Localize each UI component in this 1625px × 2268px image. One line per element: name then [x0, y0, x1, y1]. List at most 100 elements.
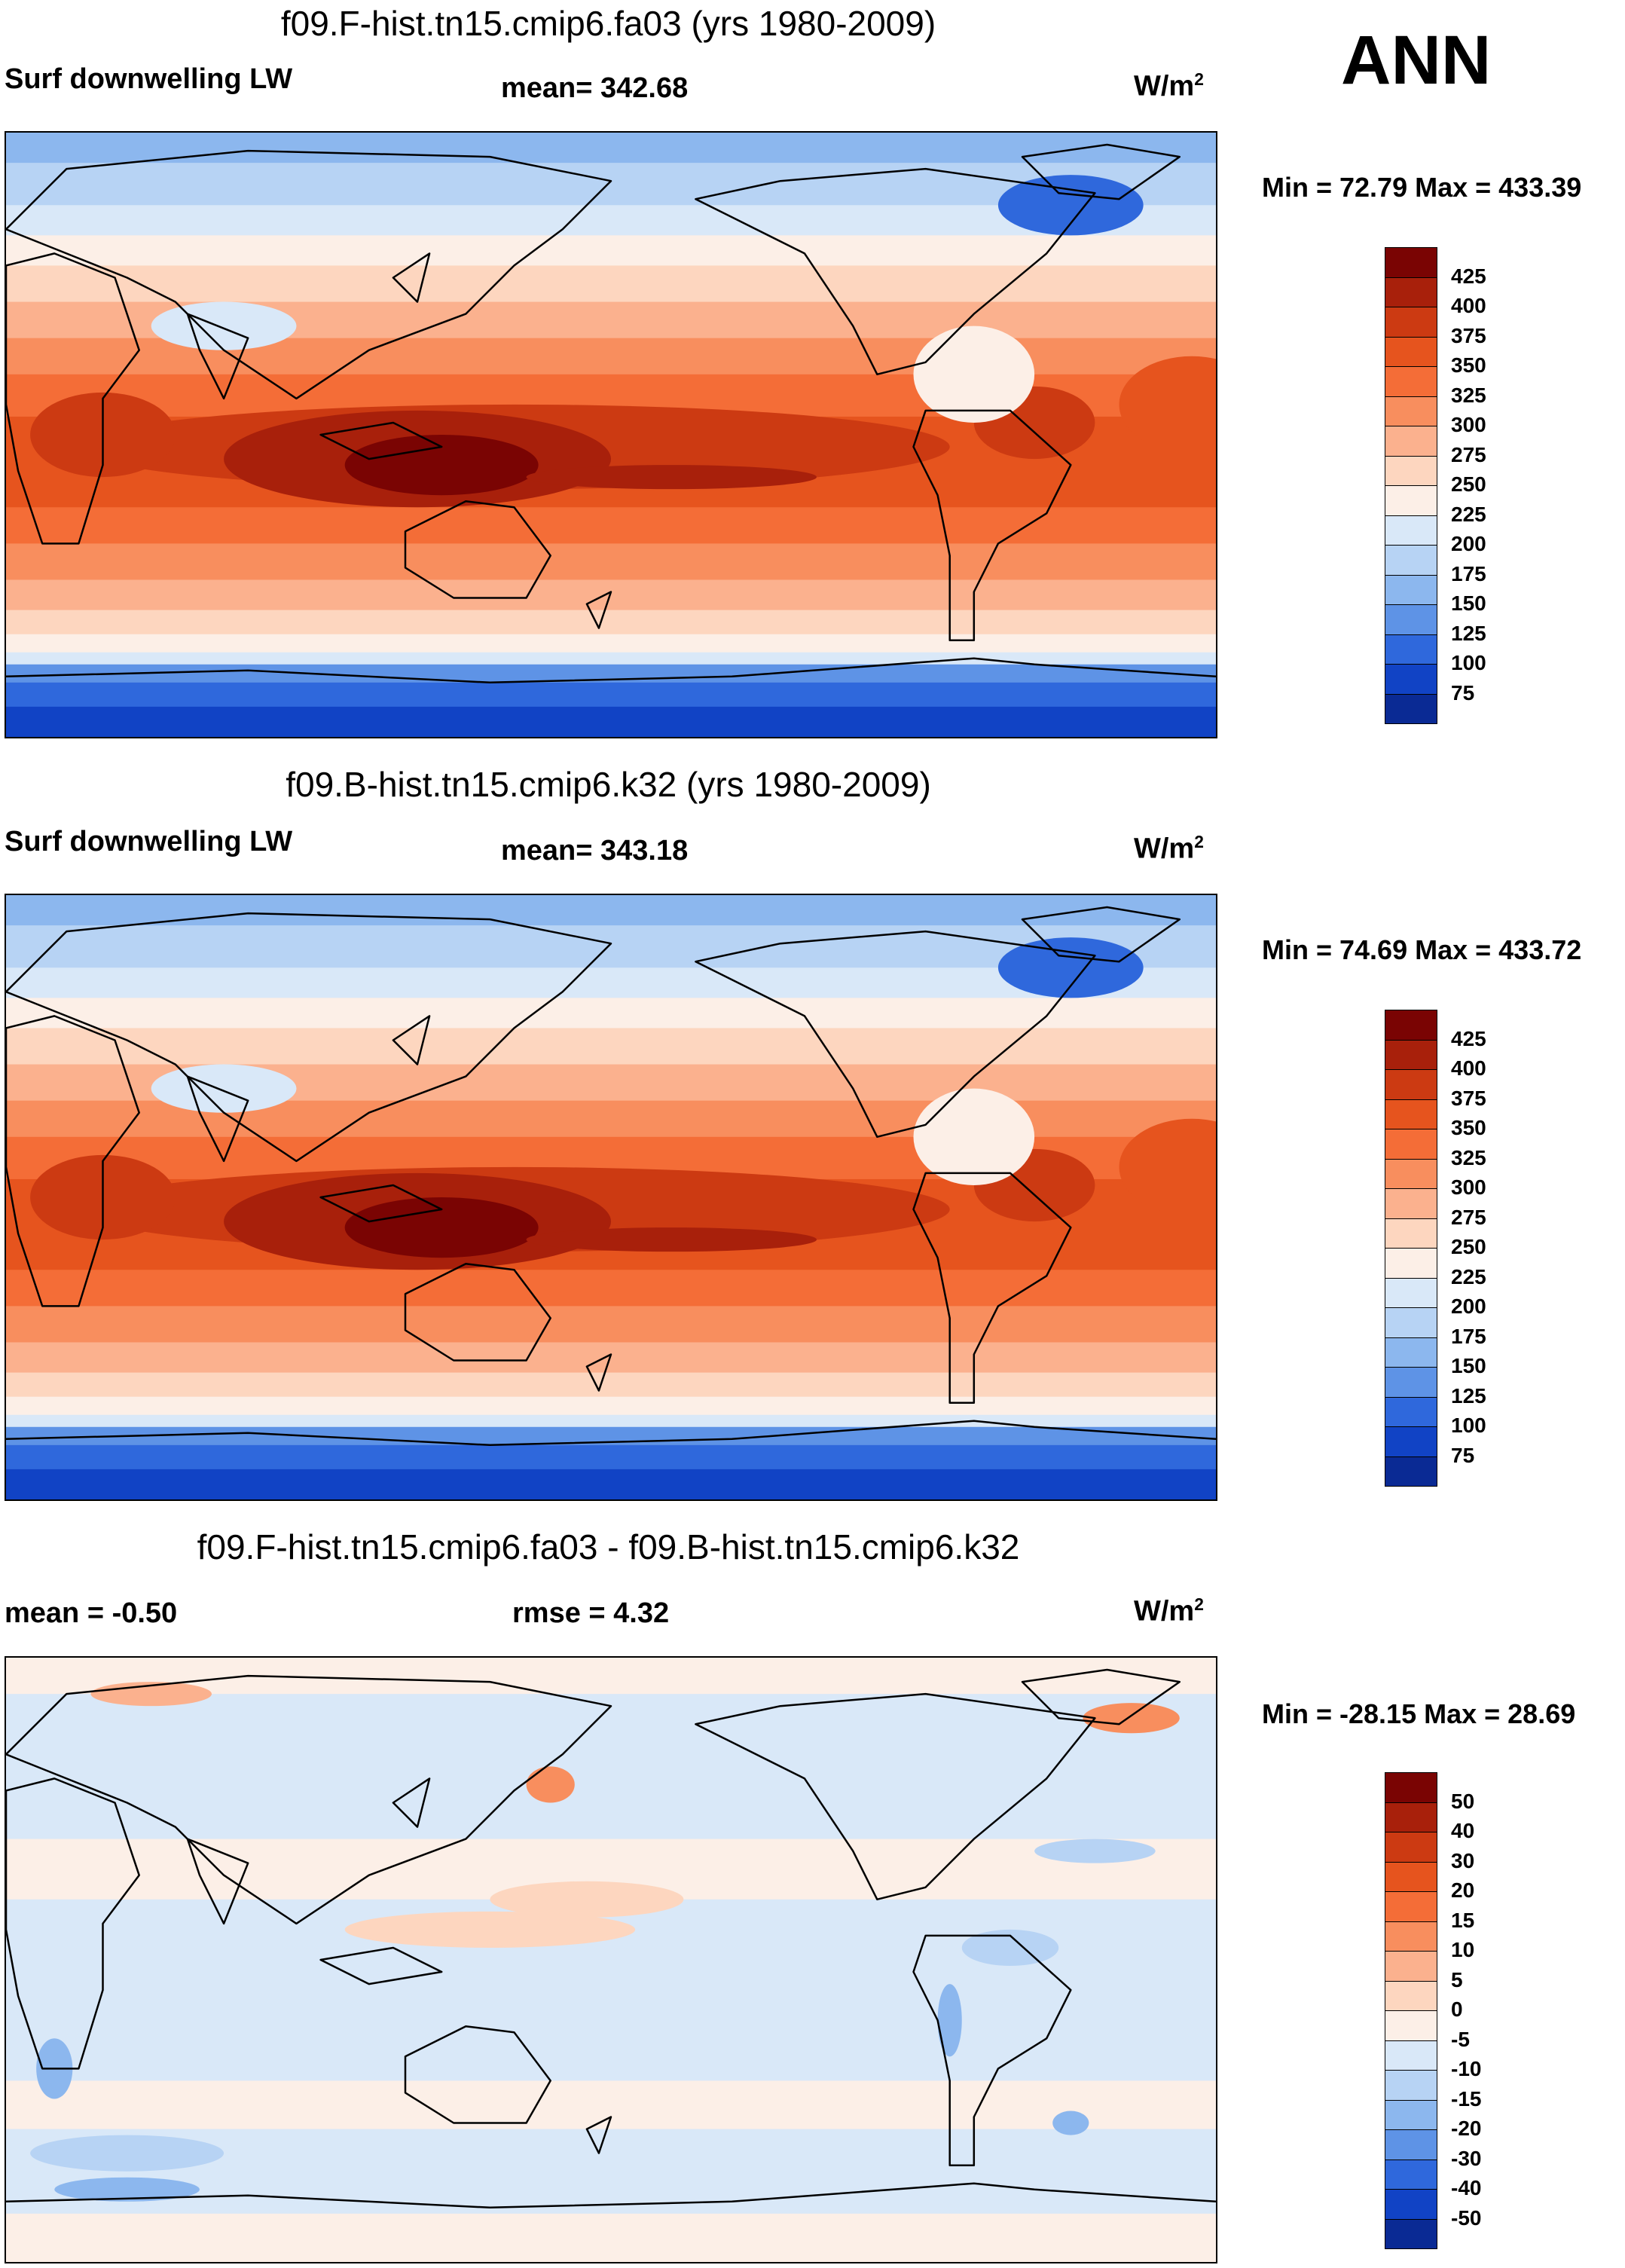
coastline [1021, 906, 1181, 963]
field-band [6, 1270, 1216, 1307]
field-band [6, 895, 1216, 927]
colorbar-tick-label: 225 [1451, 1264, 1486, 1288]
panel-2-title: f09.B-hist.tn15.cmip6.k32 (yrs 1980-2009… [286, 765, 931, 804]
colorbar-swatch [1385, 545, 1437, 576]
colorbar-tick-label: 300 [1451, 413, 1486, 436]
coastline [6, 912, 612, 1163]
field-blob [151, 1064, 297, 1113]
colorbar-swatch [1385, 515, 1437, 546]
coastline [585, 2116, 612, 2154]
field-blob [30, 2135, 225, 2172]
coastline [912, 1934, 1072, 2166]
colorbar-swatch [1385, 2159, 1437, 2190]
colorbar-tick-label: 325 [1451, 383, 1486, 407]
field-band [6, 610, 1216, 635]
coastline [392, 1777, 431, 1828]
panel-3-rmse: rmse = 4.32 [512, 1597, 670, 1629]
panel-1-map [5, 131, 1217, 738]
colorbar-swatch [1385, 485, 1437, 516]
colorbar-tick-label: 75 [1451, 680, 1475, 705]
colorbar-swatch [1385, 634, 1437, 665]
colorbar-swatch [1385, 2218, 1437, 2249]
field-blob [526, 1227, 817, 1252]
coastline [912, 1172, 1072, 1404]
field-band [6, 579, 1216, 611]
coastline [6, 657, 1216, 684]
colorbar-tick-label: 275 [1451, 1205, 1486, 1229]
colorbar-swatch [1385, 2070, 1437, 2101]
coastline [585, 1353, 612, 1392]
field-band [6, 133, 1216, 164]
panel-1-title: f09.F-hist.tn15.cmip6.fa03 (yrs 1980-200… [280, 4, 936, 43]
coastline [695, 930, 1096, 1139]
colorbar-tick-label: 175 [1451, 561, 1486, 585]
colorbar-tick-label: -50 [1451, 2205, 1482, 2230]
colorbar-swatch [1385, 1367, 1437, 1398]
panel-3-title: f09.F-hist.tn15.cmip6.fa03 - f09.B-hist.… [197, 1527, 1020, 1567]
colorbar-tick-label: 125 [1451, 621, 1486, 645]
colorbar-tick-label: -20 [1451, 2117, 1482, 2140]
colorbar-tick-label: 100 [1451, 651, 1486, 674]
colorbar-tick-label: 50 [1451, 1789, 1475, 1813]
colorbar-tick-label: -40 [1451, 2176, 1482, 2199]
coastline [6, 1420, 1216, 1447]
panel-1-field [6, 133, 1216, 737]
field-band [6, 1306, 1216, 1343]
colorbar-tick-label: 300 [1451, 1175, 1486, 1199]
coastline [912, 409, 1072, 641]
colorbar-tick-label: 150 [1451, 1354, 1486, 1377]
coastline [695, 1692, 1096, 1901]
field-band [6, 1372, 1216, 1398]
colorbar-tick-label: 275 [1451, 442, 1486, 466]
field-blob [1119, 1118, 1216, 1216]
coastline [585, 591, 612, 629]
panel-1-units: W/m2 [1134, 69, 1204, 102]
colorbar-tick-label: 20 [1451, 1878, 1475, 1902]
colorbar-swatch [1385, 1832, 1437, 1863]
field-band [6, 682, 1216, 708]
coastline [404, 1262, 551, 1362]
colorbar-swatch [1385, 1456, 1437, 1487]
colorbar-swatch [1385, 574, 1437, 605]
field-band [6, 2213, 1216, 2262]
colorbar-swatch [1385, 1861, 1437, 1892]
colorbar-swatch [1385, 1129, 1437, 1160]
field-blob [344, 1197, 539, 1258]
colorbar-tick-label: -30 [1451, 2146, 1482, 2170]
field-band [6, 1444, 1216, 1470]
coastline [186, 1075, 249, 1163]
panel-1-variable: Surf downwelling LW [5, 63, 293, 95]
panel-1-minmax: Min = 72.79 Max = 433.39 [1262, 172, 1582, 203]
coastline [186, 313, 249, 400]
colorbar-tick-label: 375 [1451, 1086, 1486, 1110]
colorbar-swatch [1385, 1980, 1437, 2011]
panel-3-field [6, 1658, 1216, 2262]
colorbar-swatch [1385, 1248, 1437, 1279]
field-band [6, 1414, 1216, 1428]
coastline [392, 1015, 431, 1065]
field-blob [344, 435, 539, 496]
colorbar-swatch [1385, 426, 1437, 457]
field-band [6, 652, 1216, 665]
field-band [6, 1396, 1216, 1416]
colorbar-swatch [1385, 693, 1437, 724]
field-blob [913, 1088, 1035, 1185]
colorbar-swatch [1385, 2189, 1437, 2220]
field-blob [1119, 356, 1216, 454]
field-blob [1083, 1703, 1180, 1734]
field-blob [913, 326, 1035, 423]
coastline [6, 1777, 140, 2070]
field-band [6, 1469, 1216, 1499]
colorbar-tick-label: 200 [1451, 532, 1486, 555]
coastline [6, 1015, 140, 1307]
colorbar-tick-label: 250 [1451, 472, 1486, 496]
colorbar-swatch [1385, 396, 1437, 426]
colorbar-tick-label: 250 [1451, 1235, 1486, 1258]
field-band [6, 998, 1216, 1029]
panel-2-minmax: Min = 74.69 Max = 433.72 [1262, 934, 1582, 965]
colorbar-swatch [1385, 1802, 1437, 1832]
colorbar-tick-label: 30 [1451, 1848, 1475, 1872]
colorbar-tick-label: 175 [1451, 1324, 1486, 1348]
colorbar-tick-label: 200 [1451, 1294, 1486, 1318]
coastline [186, 1838, 249, 1925]
